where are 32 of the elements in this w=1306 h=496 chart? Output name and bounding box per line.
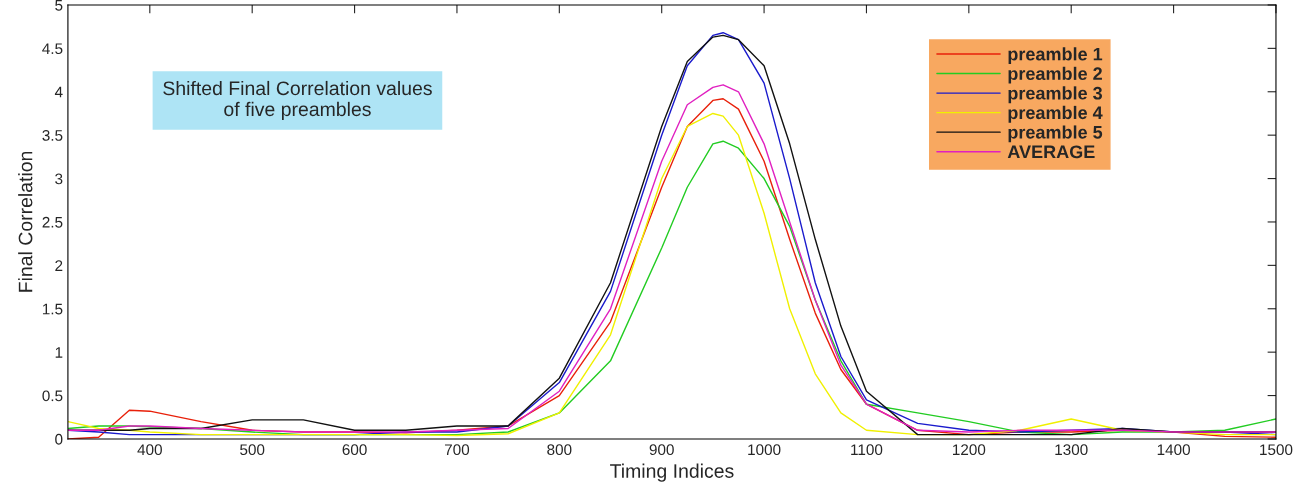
x-tick-label: 600 (342, 444, 367, 456)
x-tick-label: 1200 (953, 444, 986, 456)
x-tick-label: 700 (444, 444, 470, 456)
x-tick-label: 800 (547, 444, 572, 456)
y-tick-label: 1.5 (42, 303, 63, 315)
x-axis-title: Timing Indices (610, 463, 734, 482)
y-tick-label: 1 (55, 347, 63, 358)
y-tick-label: 0 (55, 433, 63, 445)
y-axis-title: Final Correlation (18, 151, 33, 292)
x-tick-label: 1000 (748, 444, 781, 456)
x-tick-label: 400 (137, 444, 162, 456)
x-tick-label: 1500 (1260, 444, 1293, 456)
x-tick-label: 500 (240, 444, 265, 456)
y-tick-label: 3 (55, 173, 63, 185)
legend-label: preamble 5 (1008, 125, 1103, 143)
legend-label: preamble 3 (1008, 86, 1103, 104)
x-tick-label: 1400 (1157, 444, 1190, 456)
y-tick-label: 4 (54, 86, 63, 98)
annotation: Shifted Final Correlation values of five preambles (163, 80, 432, 120)
legend-label: preamble 1 (1008, 47, 1103, 65)
y-tick-label: 2 (55, 260, 63, 271)
legend-label: AVERAGE (1007, 145, 1095, 159)
x-tick-label: 1100 (851, 444, 883, 456)
y-tick-label: 0.5 (42, 390, 63, 402)
y-tick-label: 3.5 (42, 130, 63, 141)
x-tick-label: 1300 (1055, 444, 1088, 456)
legend-label: preamble 2 (1008, 66, 1102, 84)
y-tick-label: 2.5 (42, 216, 63, 228)
legend-label: preamble 4 (1008, 105, 1103, 123)
y-tick-label: 4.5 (42, 43, 63, 55)
y-tick-label: 5 (55, 0, 63, 11)
x-tick-label: 900 (649, 444, 674, 456)
